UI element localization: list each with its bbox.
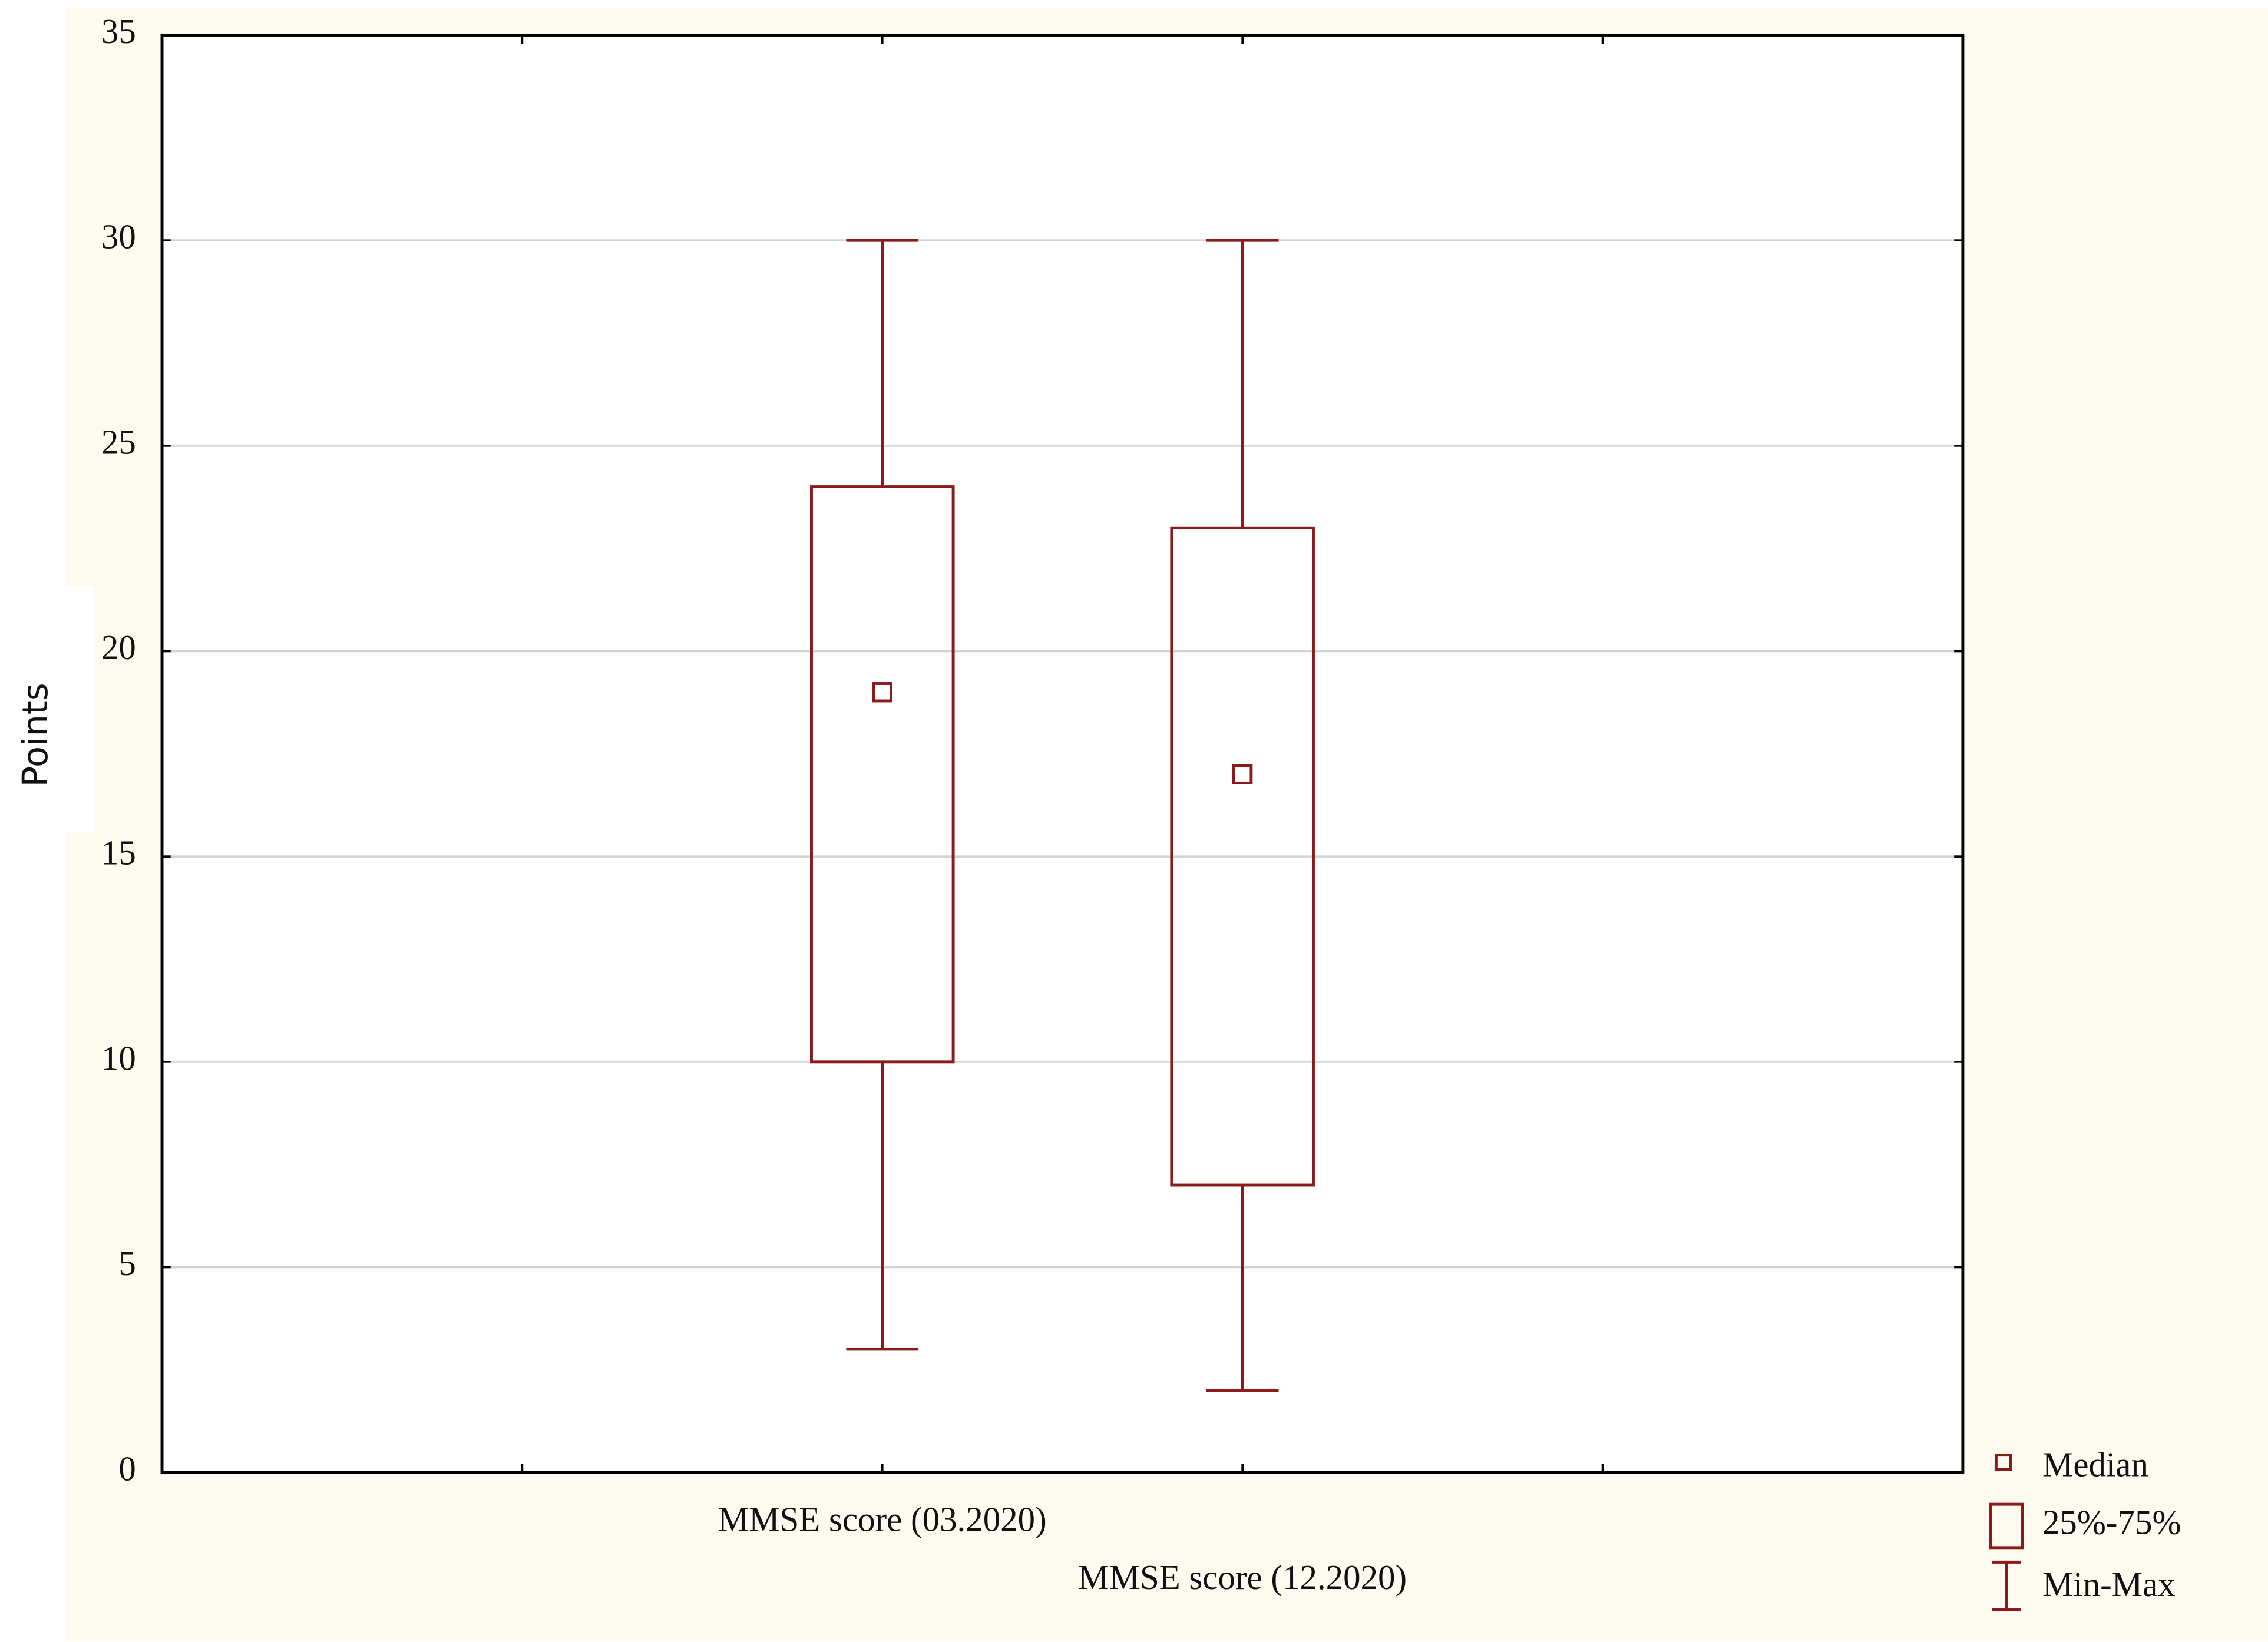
box: [810, 485, 955, 1064]
y-tick-label: 35: [101, 12, 136, 51]
median-marker: [872, 682, 892, 703]
y-tick-label: 30: [101, 217, 136, 256]
legend-label: Min-Max: [2042, 1565, 2176, 1604]
label-background: [0, 586, 96, 832]
y-tick-label: 5: [118, 1244, 135, 1283]
plot-area: [162, 35, 1963, 1473]
median-marker: [1232, 764, 1253, 784]
y-tick-label: 10: [101, 1038, 136, 1077]
y-tick-label: 20: [101, 628, 136, 667]
x-tick-label: MMSE score (12.2020): [1078, 1558, 1407, 1597]
y-tick-label: 0: [118, 1449, 135, 1488]
legend-label: Median: [2042, 1445, 2148, 1484]
y-axis-label: Points: [15, 683, 55, 787]
legend-median-icon: [1994, 1454, 2012, 1471]
y-tick-label: 25: [101, 422, 136, 461]
y-tick-label: 15: [101, 833, 136, 872]
legend-label: 25%-75%: [2042, 1503, 2181, 1542]
plot-frame: [160, 34, 1965, 1474]
box: [1170, 526, 1315, 1187]
legend-box-icon: [1989, 1502, 2024, 1550]
x-tick-label: MMSE score (03.2020): [718, 1500, 1047, 1539]
